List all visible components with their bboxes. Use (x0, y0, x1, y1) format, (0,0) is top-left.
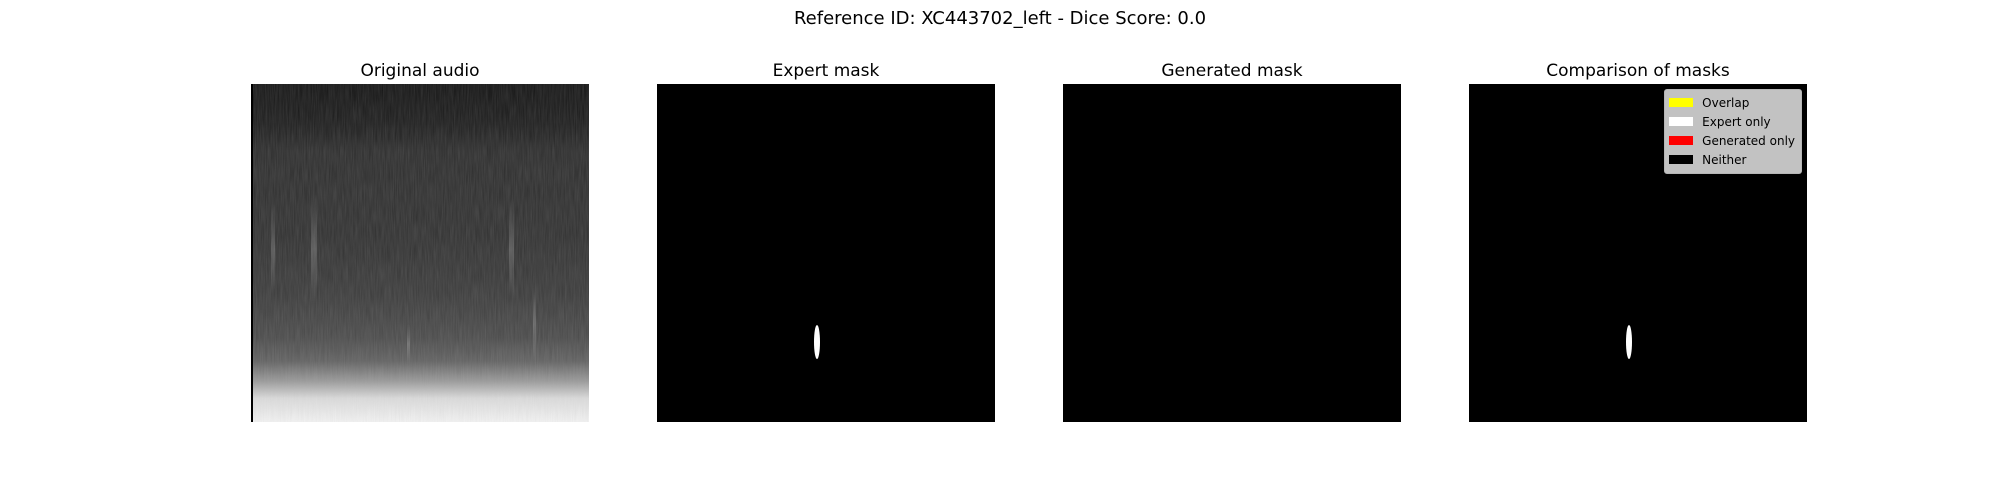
comparison-panel: Comparison of masks Overlap Expert only … (1469, 60, 1807, 422)
legend-swatch-overlap (1669, 98, 1694, 107)
legend-swatch-expert-only (1669, 117, 1694, 126)
generated-mask-panel: Generated mask (1063, 60, 1401, 422)
spectrogram-svg (251, 84, 589, 422)
legend-item-expert-only: Expert only (1669, 112, 1795, 131)
expert-mask-panel: Expert mask (657, 60, 995, 422)
spectrogram-image (251, 84, 589, 422)
expert-mask-title: Expert mask (772, 61, 880, 81)
legend-label-overlap: Overlap (1702, 95, 1750, 110)
legend-swatch-generated-only (1669, 136, 1694, 145)
generated-mask-image (1063, 84, 1401, 422)
original-audio-title: Original audio (360, 61, 480, 81)
comparison-image: Overlap Expert only Generated only Neith… (1469, 84, 1807, 422)
legend-label-neither: Neither (1702, 152, 1747, 167)
expert-mask-image (657, 84, 995, 422)
original-audio-panel: Original audio (251, 60, 589, 422)
legend-label-generated-only: Generated only (1702, 133, 1795, 148)
comparison-expert-region (1626, 325, 1632, 359)
legend-item-generated-only: Generated only (1669, 131, 1795, 150)
expert-mask-region (814, 325, 820, 359)
generated-mask-title: Generated mask (1161, 61, 1303, 81)
comparison-title: Comparison of masks (1546, 61, 1730, 81)
figure-title: Reference ID: XC443702_left - Dice Score… (793, 8, 1207, 29)
legend: Overlap Expert only Generated only Neith… (1664, 89, 1802, 174)
legend-swatch-neither (1669, 155, 1694, 164)
legend-item-neither: Neither (1669, 150, 1795, 169)
legend-item-overlap: Overlap (1669, 93, 1795, 112)
legend-label-expert-only: Expert only (1702, 114, 1771, 129)
